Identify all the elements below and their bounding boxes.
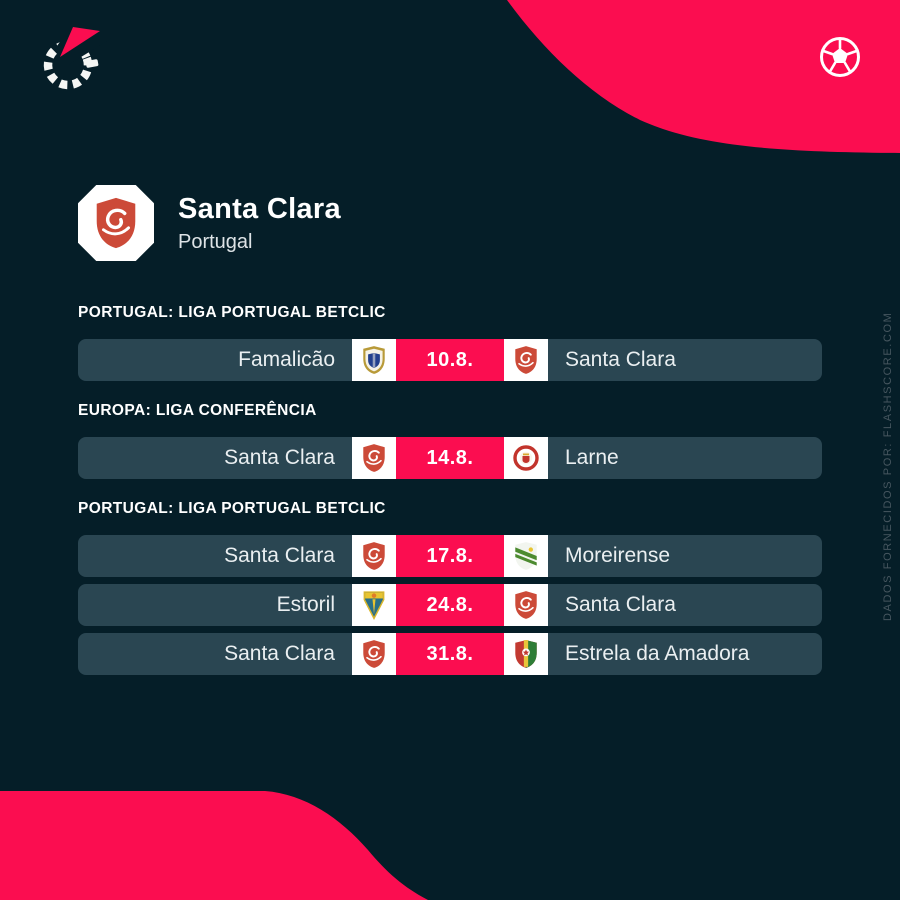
section-label: EUROPA: LIGA CONFERÊNCIA	[78, 402, 317, 419]
famalicao-crest-icon	[352, 339, 396, 381]
club-header: Santa Clara Portugal	[78, 185, 341, 261]
club-titles: Santa Clara Portugal	[178, 192, 341, 255]
flashscore-logo-icon	[43, 24, 112, 90]
away-team-name: Santa Clara	[565, 593, 676, 616]
santa-clara-crest-icon	[78, 185, 154, 261]
santa-clara-crest-icon	[352, 535, 396, 577]
santa-clara-crest-icon	[352, 633, 396, 675]
moreirense-crest-icon	[504, 535, 548, 577]
estrela-da-amadora-crest-icon	[504, 633, 548, 675]
away-team-name: Estrela da Amadora	[565, 642, 750, 665]
top-right-accent-shape	[507, 0, 900, 153]
larne-crest-icon	[504, 437, 548, 479]
santa-clara-crest-icon	[504, 584, 548, 626]
match-date: 24.8.	[396, 584, 504, 626]
bottom-left-accent-shape	[0, 791, 428, 900]
section-label: PORTUGAL: LIGA PORTUGAL BETCLIC	[78, 304, 386, 321]
home-team-name: Estoril	[276, 593, 335, 616]
away-team-name: Santa Clara	[565, 348, 676, 371]
section-label: PORTUGAL: LIGA PORTUGAL BETCLIC	[78, 500, 386, 517]
away-team-name: Larne	[565, 446, 619, 469]
fixtures-list: PORTUGAL: LIGA PORTUGAL BETCLIC Famalicã…	[78, 303, 822, 675]
match-row-estoril-santa-clara[interactable]: Estoril 24.8. Santa Clara	[78, 584, 822, 626]
match-row-santa-clara-moreirense[interactable]: Santa Clara 17.8. Moreirense	[78, 535, 822, 577]
santa-clara-crest-icon	[504, 339, 548, 381]
estoril-crest-icon	[352, 584, 396, 626]
data-provider-watermark: DADOS FORNECIDOS POR: FLASHSCORE.COM	[882, 311, 894, 621]
match-row-santa-clara-larne[interactable]: Santa Clara 14.8. Larne	[78, 437, 822, 479]
santa-clara-crest-icon	[352, 437, 396, 479]
football-icon	[820, 37, 860, 77]
home-team-name: Santa Clara	[224, 446, 335, 469]
home-team-name: Santa Clara	[224, 544, 335, 567]
home-team-name: Santa Clara	[224, 642, 335, 665]
match-row-santa-clara-estrela[interactable]: Santa Clara 31.8. Estrela da Amadora	[78, 633, 822, 675]
home-team-name: Famalicão	[238, 348, 335, 371]
match-date: 31.8.	[396, 633, 504, 675]
club-country: Portugal	[178, 230, 253, 253]
away-team-name: Moreirense	[565, 544, 671, 567]
match-date: 14.8.	[396, 437, 504, 479]
match-date: 17.8.	[396, 535, 504, 577]
match-row-famalicao-santa-clara[interactable]: Famalicão 10.8. Santa Clara	[78, 339, 822, 381]
page-title: Santa Clara	[178, 192, 341, 225]
match-date: 10.8.	[396, 339, 504, 381]
